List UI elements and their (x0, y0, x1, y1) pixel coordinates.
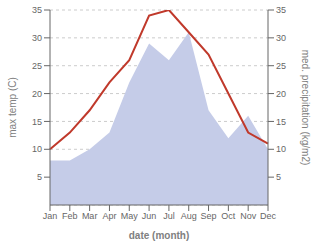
svg-text:10: 10 (276, 144, 286, 154)
svg-text:25: 25 (276, 61, 286, 71)
svg-text:5: 5 (276, 172, 281, 182)
svg-text:30: 30 (32, 33, 42, 43)
svg-text:35: 35 (276, 5, 286, 15)
svg-text:20: 20 (32, 89, 42, 99)
svg-text:20: 20 (276, 89, 286, 99)
svg-text:May: May (121, 211, 139, 221)
svg-text:5: 5 (37, 172, 42, 182)
svg-text:Oct: Oct (221, 211, 236, 221)
svg-text:Aug: Aug (181, 211, 197, 221)
svg-text:Jun: Jun (142, 211, 157, 221)
svg-text:15: 15 (32, 117, 42, 127)
svg-text:35: 35 (32, 5, 42, 15)
svg-text:Jul: Jul (163, 211, 175, 221)
svg-text:Mar: Mar (82, 211, 98, 221)
svg-text:Nov: Nov (240, 211, 257, 221)
svg-text:Feb: Feb (62, 211, 78, 221)
svg-text:Apr: Apr (102, 211, 116, 221)
svg-text:Dec: Dec (260, 211, 277, 221)
svg-text:15: 15 (276, 117, 286, 127)
svg-text:med. precipitation (kg/m2): med. precipitation (kg/m2) (300, 50, 310, 166)
svg-text:date (month): date (month) (129, 230, 190, 241)
svg-text:Sep: Sep (201, 211, 217, 221)
svg-text:10: 10 (32, 144, 42, 154)
svg-text:max temp (C): max temp (C) (8, 77, 18, 138)
svg-text:30: 30 (276, 33, 286, 43)
svg-text:25: 25 (32, 61, 42, 71)
svg-text:Jan: Jan (43, 211, 58, 221)
